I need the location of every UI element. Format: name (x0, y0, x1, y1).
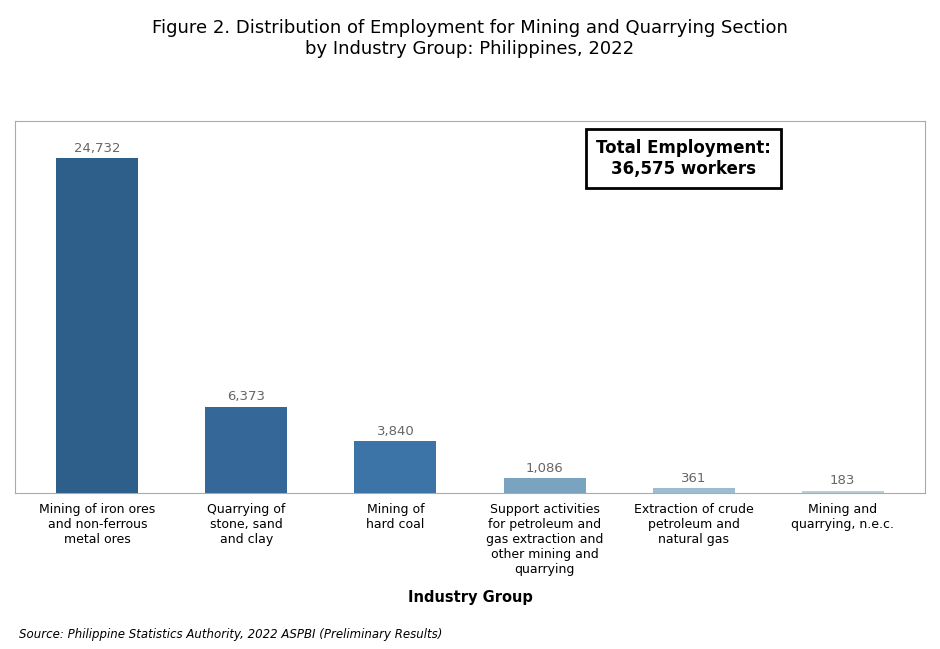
Bar (206, 407, 288, 493)
Text: 361: 361 (681, 472, 706, 485)
Text: 24,732: 24,732 (74, 142, 120, 155)
Bar (354, 441, 436, 493)
Bar (802, 491, 884, 493)
Text: Source: Philippine Statistics Authority, 2022 ASPBI (Preliminary Results): Source: Philippine Statistics Authority,… (19, 628, 442, 641)
Text: 3,840: 3,840 (377, 425, 415, 438)
Text: 1,086: 1,086 (525, 462, 563, 475)
Text: Total Employment:
36,575 workers: Total Employment: 36,575 workers (596, 140, 772, 178)
Bar (504, 478, 586, 493)
Bar (56, 158, 138, 493)
Bar (652, 488, 734, 493)
Text: 6,373: 6,373 (227, 391, 265, 404)
X-axis label: Industry Group: Industry Group (408, 590, 532, 605)
Text: Figure 2. Distribution of Employment for Mining and Quarrying Section
by Industr: Figure 2. Distribution of Employment for… (152, 19, 788, 58)
Text: 183: 183 (830, 474, 855, 487)
